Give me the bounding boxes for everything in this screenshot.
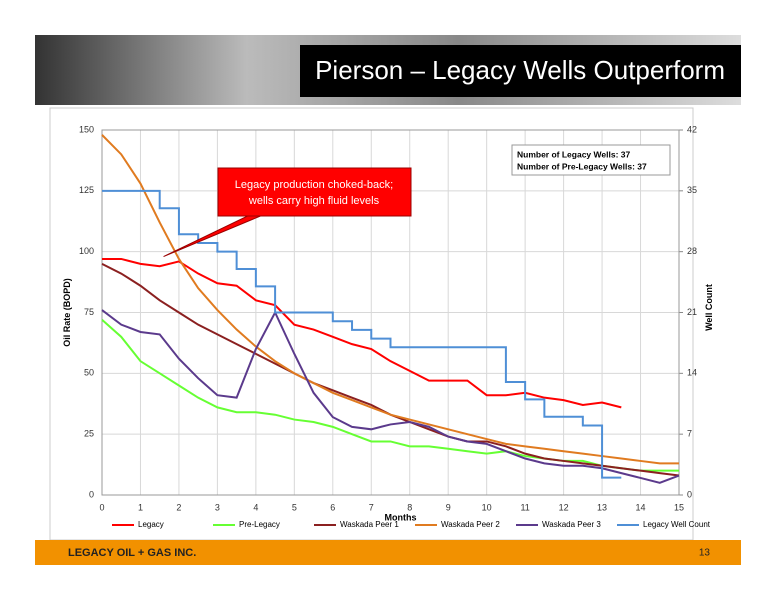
series-line	[102, 189, 622, 479]
annotation-text: Legacy production choked-back;	[235, 179, 393, 191]
info-text: Number of Pre-Legacy Wells: 37	[517, 161, 647, 171]
info-text: Number of Legacy Wells: 37	[517, 149, 630, 159]
x-tick-label: 9	[446, 502, 451, 512]
x-tick-label: 7	[369, 502, 374, 512]
x-tick-label: 2	[176, 502, 181, 512]
x-tick-label: 6	[330, 502, 335, 512]
y-tick-label: 0	[89, 489, 94, 499]
y-tick-label: 100	[79, 246, 94, 256]
y2-axis-label: Well Count	[704, 284, 714, 331]
legend-label: Pre-Legacy	[239, 520, 280, 529]
y2-tick-label: 0	[687, 489, 692, 499]
x-tick-label: 5	[292, 502, 297, 512]
y-axis-label: Oil Rate (BOPD)	[62, 278, 72, 347]
series-line	[101, 134, 679, 465]
annotation-text: wells carry high fluid levels	[248, 195, 380, 207]
annotation-box	[217, 167, 412, 217]
title-box	[300, 45, 741, 97]
y-tick-label: 50	[84, 368, 94, 378]
slide-title: Pierson – Legacy Wells Outperform	[315, 55, 725, 85]
x-tick-label: 0	[99, 502, 104, 512]
plot-border	[101, 129, 680, 496]
y-tick-label: 150	[79, 124, 94, 134]
x-tick-label: 8	[407, 502, 412, 512]
y2-tick-label: 28	[687, 246, 697, 256]
x-tick-label: 11	[520, 502, 529, 512]
y-tick-label: 25	[84, 429, 94, 439]
series-line	[101, 319, 679, 472]
series-line	[101, 309, 680, 484]
y-tick-label: 125	[79, 185, 94, 195]
series-line	[102, 257, 622, 409]
x-axis-label: Months	[385, 512, 417, 522]
page-number: 13	[699, 548, 711, 559]
legend-label: Waskada Peer 3	[542, 520, 601, 529]
x-tick-label: 14	[636, 502, 646, 512]
x-tick-label: 13	[597, 502, 607, 512]
legend-label: Waskada Peer 1	[340, 520, 399, 529]
y2-tick-label: 35	[687, 185, 697, 195]
info-box	[511, 144, 671, 176]
y-tick-label: 75	[84, 307, 94, 317]
legend-label: Legacy Well Count	[643, 520, 711, 529]
x-tick-label: 1	[138, 502, 143, 512]
x-tick-label: 10	[482, 502, 492, 512]
x-tick-label: 3	[215, 502, 220, 512]
x-tick-label: 15	[674, 502, 684, 512]
y2-tick-label: 42	[687, 124, 697, 134]
legend-label: Legacy	[138, 520, 164, 529]
y2-tick-label: 7	[687, 429, 692, 439]
footer-bar	[35, 540, 741, 565]
x-tick-label: 12	[559, 502, 569, 512]
legend-label: Waskada Peer 2	[441, 520, 500, 529]
x-tick-label: 4	[253, 502, 258, 512]
footer-company: LEGACY OIL + GAS INC.	[68, 547, 196, 559]
y2-tick-label: 14	[687, 368, 697, 378]
y2-tick-label: 21	[687, 307, 697, 317]
